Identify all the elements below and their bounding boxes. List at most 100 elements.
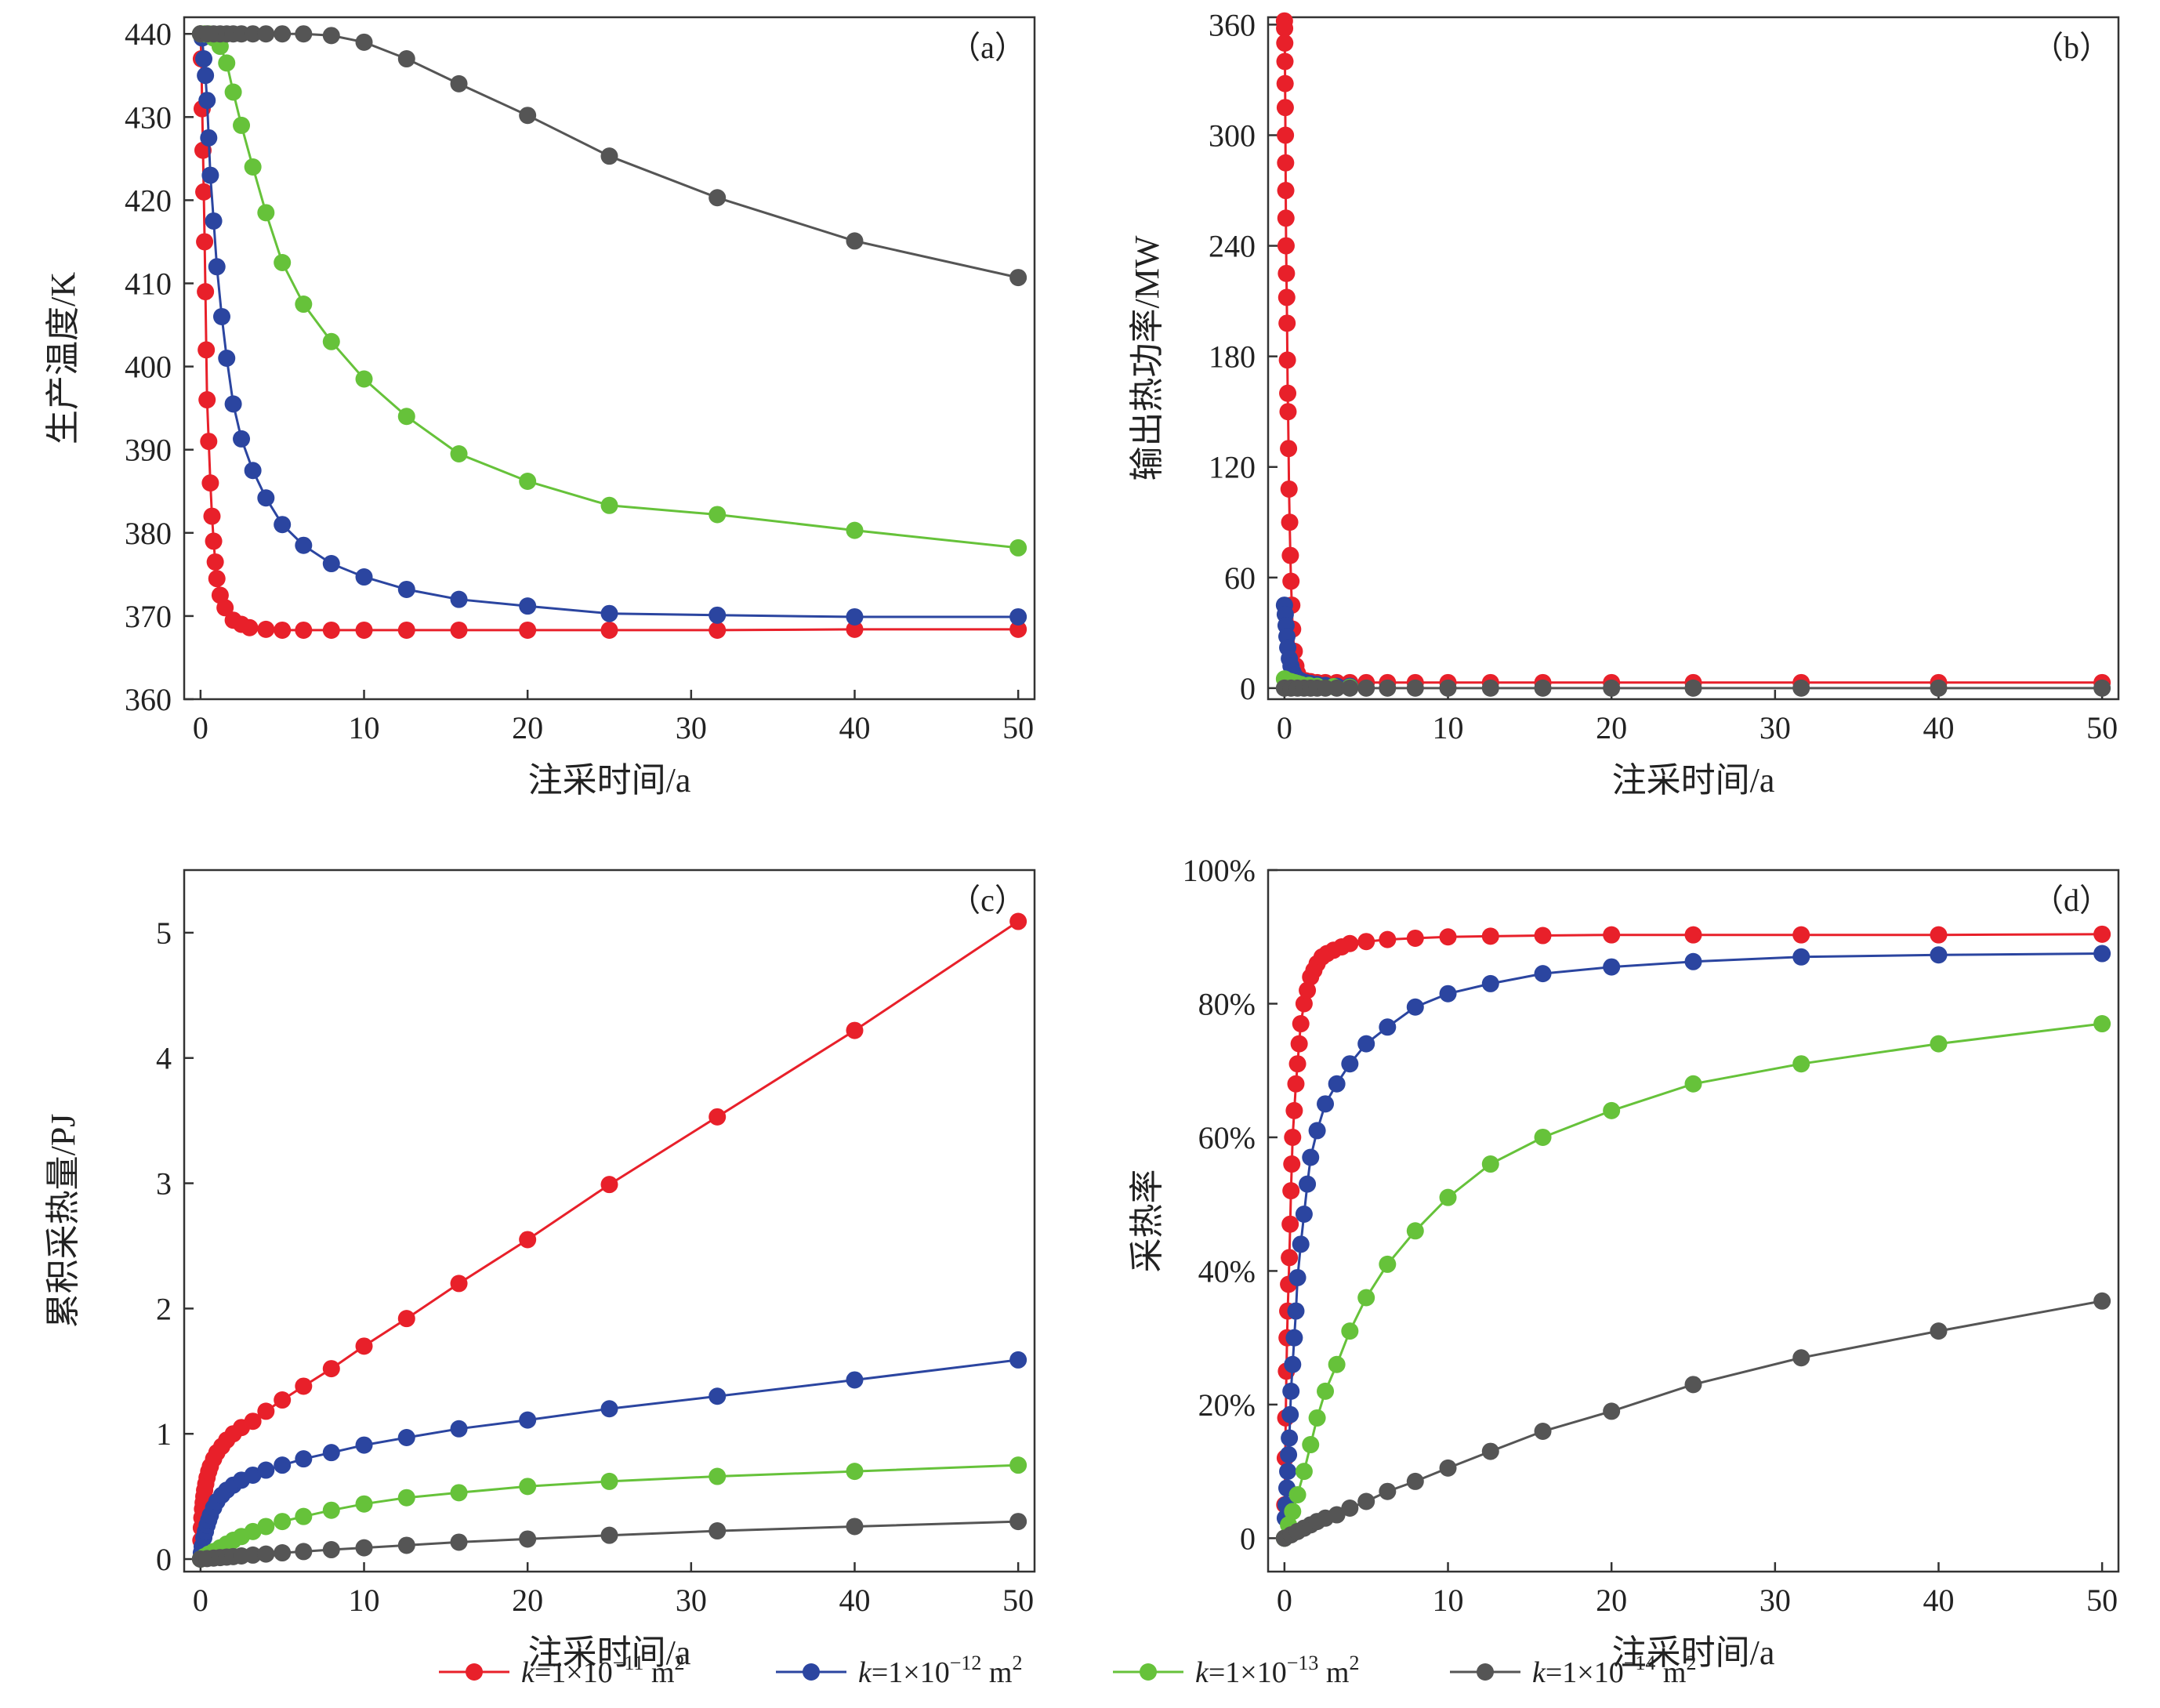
data-point-a-blue-23 [709,606,727,624]
y-tick-label-a-2: 380 [125,516,172,551]
data-point-d-gray-8 [1341,1499,1359,1518]
x-tick-label-b-4: 40 [1923,710,1954,745]
data-point-d-green-5 [1302,1436,1320,1454]
data-point-b-gray-18 [1930,679,1948,697]
y-tick-label-d-4: 80% [1198,986,1256,1021]
data-point-c-gray-19 [1009,1513,1027,1531]
data-point-a-blue-10 [218,350,236,367]
data-point-d-blue-31 [2093,945,2111,963]
data-point-a-green-17 [600,496,618,514]
data-point-c-gray-17 [709,1522,727,1540]
data-point-c-gray-18 [846,1518,864,1536]
y-tick-label-c-2: 2 [156,1291,172,1326]
data-point-a-blue-24 [846,607,864,626]
data-point-a-blue-14 [257,489,275,507]
data-point-a-red-13 [206,553,224,571]
data-point-b-gray-19 [2093,679,2111,697]
data-point-b-gray-10 [1379,679,1397,697]
data-point-c-blue-25 [846,1371,864,1389]
data-point-c-green-14 [397,1489,415,1507]
panel-label-a: （a） [949,30,1026,65]
x-tick-label-d-3: 30 [1760,1583,1791,1618]
data-point-b-gray-13 [1481,679,1499,697]
plot-frame-b [1267,16,2120,701]
data-point-b-red-12 [1278,288,1296,306]
y-tick-label-a-3: 390 [125,433,172,468]
data-point-a-blue-4 [198,92,216,110]
y-tick-label-b-4: 240 [1209,229,1256,264]
data-point-b-red-16 [1279,403,1297,421]
data-point-d-red-34 [1603,926,1621,944]
data-point-a-green-15 [450,445,468,463]
data-point-d-blue-7 [1281,1405,1299,1423]
data-point-d-gray-14 [1534,1423,1552,1440]
data-point-c-blue-21 [450,1420,468,1438]
y-axis-title-b: 输出热功率/MW [1128,235,1166,480]
y-tick-label-d-2: 40% [1198,1253,1256,1289]
data-point-a-blue-17 [322,555,340,573]
x-tick-label-a-3: 30 [676,710,707,745]
x-tick-label-c-2: 20 [512,1583,543,1618]
data-point-d-gray-11 [1406,1472,1424,1490]
data-point-a-red-28 [600,621,618,639]
data-point-d-red-38 [2093,925,2111,943]
y-axis-title-c: 累积采热量/PJ [44,1114,82,1329]
data-point-d-red-12 [1284,1128,1302,1146]
y-tick-label-d-0: 0 [1240,1521,1256,1556]
data-point-c-green-16 [519,1478,537,1496]
data-point-c-blue-17 [295,1450,313,1468]
data-point-a-gray-7 [244,25,262,43]
data-point-c-gray-9 [274,1544,292,1562]
data-point-d-red-36 [1792,926,1810,944]
y-tick-label-c-4: 4 [156,1041,172,1076]
x-tick-label-d-4: 40 [1923,1583,1954,1618]
data-point-d-green-3 [1288,1485,1307,1503]
data-point-c-blue-15 [257,1461,275,1479]
data-point-d-green-13 [1439,1188,1457,1206]
data-point-a-green-8 [244,158,262,176]
data-point-d-red-10 [1282,1182,1300,1200]
series-line-d-red [1283,933,2103,1539]
series-a-blue [191,25,1027,626]
data-point-a-red-21 [274,621,292,639]
data-point-a-blue-25 [1009,607,1027,626]
y-tick-label-c-1: 1 [156,1416,172,1452]
data-point-d-red-32 [1481,927,1499,945]
legend-marker-blue [803,1663,820,1681]
data-point-d-blue-10 [1285,1329,1303,1347]
legend-entry-red: k=1×10−11 m2 [439,1652,685,1689]
y-tick-label-b-2: 120 [1209,450,1256,485]
data-point-a-green-7 [233,116,251,134]
data-point-a-red-16 [216,599,234,617]
data-point-a-gray-18 [846,232,864,250]
legend-entry-gray: k=1×10−14 m2 [1450,1652,1696,1689]
data-point-d-blue-29 [1792,948,1810,966]
data-point-b-gray-7 [1328,679,1346,697]
data-point-d-red-37 [1930,926,1948,944]
data-point-a-green-13 [355,370,373,388]
y-axis-title-d: 采热率 [1128,1169,1166,1273]
data-point-c-green-19 [846,1463,864,1481]
data-point-b-gray-12 [1439,679,1457,697]
x-axis-title-c: 注采时间/a [528,1634,691,1672]
data-point-c-green-17 [600,1472,618,1490]
data-point-a-blue-16 [295,536,313,554]
data-point-d-red-11 [1283,1155,1301,1173]
data-point-c-gray-8 [257,1545,275,1563]
data-point-a-blue-18 [355,568,373,586]
panel-label-d: （d） [2032,883,2111,918]
data-point-c-gray-12 [355,1539,373,1557]
data-point-d-blue-5 [1280,1445,1298,1463]
data-point-c-blue-19 [355,1436,373,1454]
data-point-d-red-31 [1439,928,1457,946]
series-b-gray [1275,679,2111,697]
x-tick-label-a-5: 50 [1002,710,1034,745]
y-tick-label-c-3: 3 [156,1166,172,1202]
y-tick-label-d-3: 60% [1198,1120,1256,1155]
data-point-d-gray-9 [1357,1492,1375,1510]
data-point-c-green-13 [355,1495,373,1513]
data-point-b-red-18 [1280,480,1298,498]
data-point-d-red-29 [1379,930,1397,948]
data-point-a-gray-16 [600,147,618,165]
data-point-a-blue-20 [450,590,468,608]
